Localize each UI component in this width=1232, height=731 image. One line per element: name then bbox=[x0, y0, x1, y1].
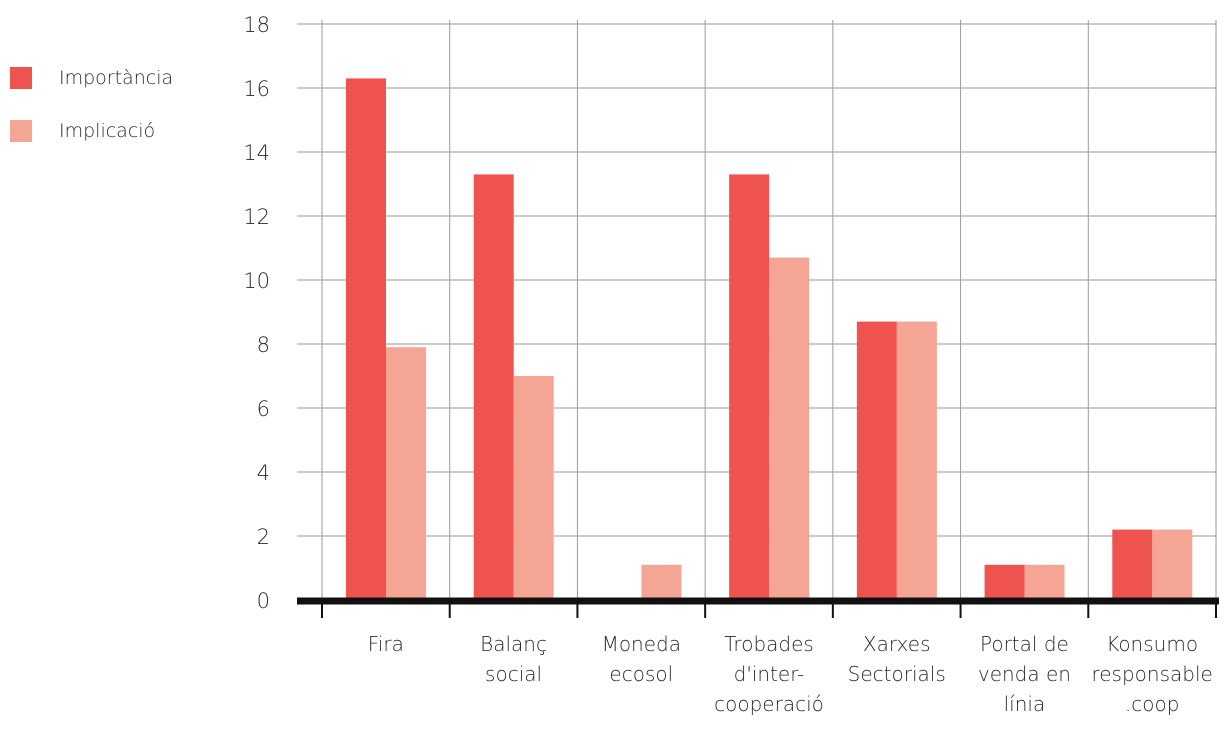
y-tick-label: 10 bbox=[243, 269, 270, 293]
bar-implicacio bbox=[1152, 529, 1193, 600]
x-tick-label-line: Balanç bbox=[480, 632, 547, 656]
x-tick-label-line: .coop bbox=[1125, 692, 1180, 716]
x-tick-label-line: Sectorials bbox=[848, 662, 946, 686]
bars bbox=[346, 78, 1193, 600]
x-tick-label: Trobades d'inter-cooperació bbox=[714, 632, 824, 716]
x-tick-label-line: Konsumo bbox=[1106, 632, 1198, 656]
y-tick-label: 14 bbox=[243, 141, 270, 165]
x-tick-label-line: Fira bbox=[368, 632, 404, 656]
y-tick-label: 8 bbox=[257, 333, 270, 357]
bar-importancia bbox=[984, 564, 1025, 600]
x-tick-label-line: cooperació bbox=[714, 692, 824, 716]
y-tick-label: 12 bbox=[243, 205, 270, 229]
x-tick-label-line: Trobades bbox=[724, 632, 814, 656]
bar-importancia bbox=[856, 321, 897, 600]
x-tick-label-line: Xarxes bbox=[863, 632, 931, 656]
x-tick-labels: Fira Balanç social Moneda ecosol Trobades d'in… bbox=[368, 632, 1213, 716]
legend-label-implicacio: Implicació bbox=[59, 120, 156, 142]
y-tick-label: 2 bbox=[257, 525, 270, 549]
bar-implicacio bbox=[386, 347, 426, 600]
x-tick-label-line: Moneda bbox=[602, 632, 681, 656]
bar-implicacio bbox=[641, 564, 682, 600]
x-tick-label: Balanç social bbox=[480, 632, 547, 686]
legend: Importància Implicació bbox=[10, 64, 173, 170]
y-tick-label: 4 bbox=[257, 461, 270, 485]
bar-implicacio bbox=[769, 257, 810, 600]
bar-importancia bbox=[1112, 529, 1153, 600]
legend-item-importancia: Importància bbox=[10, 64, 173, 92]
bar-implicacio bbox=[896, 321, 937, 600]
bar-importancia bbox=[729, 174, 770, 600]
legend-swatch-implicacio bbox=[10, 120, 32, 142]
x-tick-label-line: línia bbox=[1004, 692, 1046, 716]
bar-implicacio bbox=[513, 376, 554, 600]
legend-swatch-importancia bbox=[10, 67, 32, 89]
bar-importancia bbox=[473, 174, 514, 600]
x-tick-label: Moneda ecosol bbox=[602, 632, 681, 686]
x-tick-label: Portal de venda en línia bbox=[978, 632, 1071, 716]
y-tick-label: 16 bbox=[243, 77, 270, 101]
legend-label-importancia: Importància bbox=[59, 67, 174, 89]
x-tick-label-line: social bbox=[485, 662, 542, 686]
x-tick-label: Xarxes Sectorials bbox=[848, 632, 946, 686]
y-tick-label: 0 bbox=[257, 589, 270, 613]
x-tick-label: Konsumo responsable .coop bbox=[1091, 632, 1212, 716]
y-tick-labels: 0 2 4 6 8 10 12 14 16 18 bbox=[243, 13, 270, 613]
bar-implicacio bbox=[1024, 564, 1065, 600]
x-tick-label-line: Portal de bbox=[980, 632, 1069, 656]
y-tick-label: 6 bbox=[257, 397, 270, 421]
x-tick-label-line: responsable bbox=[1091, 662, 1212, 686]
y-tick-label: 18 bbox=[243, 13, 270, 37]
x-axis bbox=[297, 597, 1219, 618]
x-tick-label-line: ecosol bbox=[609, 662, 673, 686]
legend-item-implicacio: Implicació bbox=[10, 117, 173, 145]
x-tick-label-line: venda en bbox=[978, 662, 1071, 686]
x-tick-label: Fira bbox=[368, 632, 404, 656]
bar-importancia bbox=[346, 78, 386, 600]
x-tick-label-line: d'inter- bbox=[734, 662, 805, 686]
